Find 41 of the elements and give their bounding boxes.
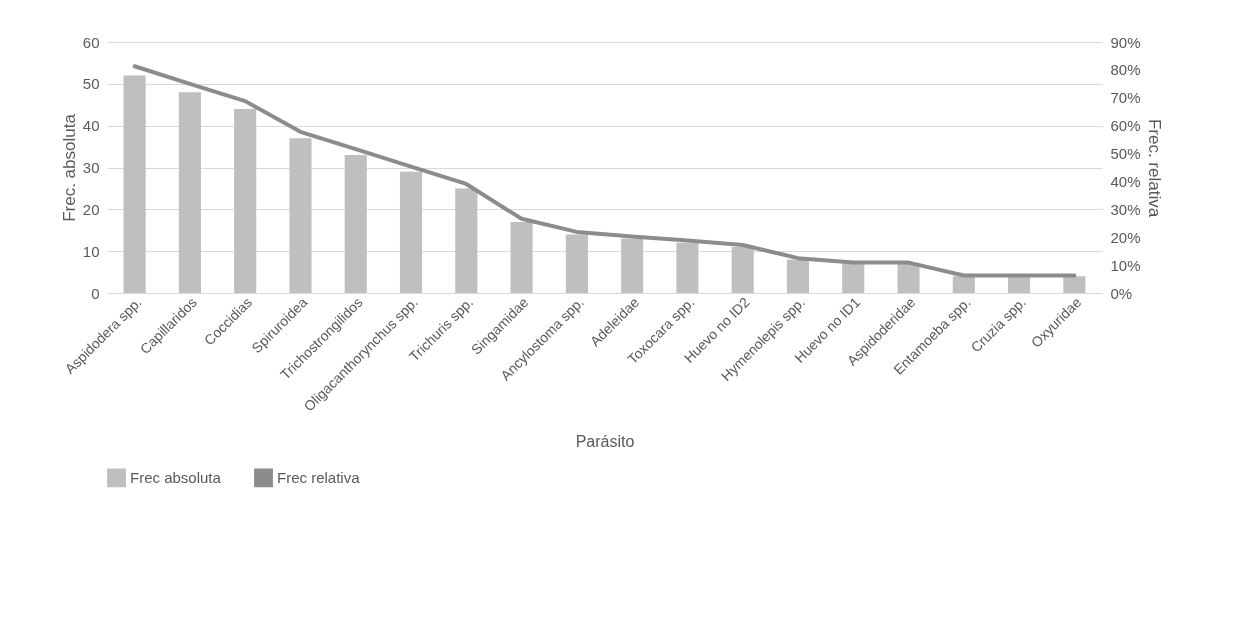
bar (621, 238, 644, 293)
bar (565, 234, 588, 293)
y-tick-label: 10 (82, 242, 100, 260)
x-axis-title: Parásito (575, 433, 635, 451)
y2-tick-label: 90% (1110, 33, 1141, 51)
y2-tick-label: 20% (1110, 228, 1141, 246)
y2-tick-label: 70% (1110, 89, 1141, 107)
y-tick-label: 50 (82, 75, 100, 93)
y-axis-title: Frec. absoluta (59, 113, 79, 222)
y2-tick-label: 40% (1110, 172, 1141, 190)
y2-tick-label: 50% (1110, 145, 1141, 163)
line-series (132, 64, 1077, 278)
y-tick-label: 60 (82, 33, 100, 51)
y-tick-label: 30 (82, 159, 100, 176)
bar (123, 75, 146, 293)
y2-tick-label: 10% (1110, 256, 1141, 274)
bar (234, 108, 257, 293)
bar (731, 246, 754, 293)
y-tick-label: 20 (82, 200, 100, 218)
legend-label: Frec relativa (277, 468, 361, 486)
bar (952, 276, 975, 293)
bar (1008, 276, 1031, 293)
y2-axis-title: Frec. relativa (1144, 118, 1164, 218)
bar (897, 263, 920, 293)
y2-tick-label: 80% (1110, 61, 1141, 79)
bar (178, 92, 201, 293)
bar (510, 221, 533, 293)
y2-tick-label: 60% (1110, 117, 1141, 135)
legend-label: Frec absoluta (130, 468, 222, 486)
bar (676, 242, 699, 293)
y2-tick-label: 30% (1110, 200, 1141, 218)
bar (344, 154, 367, 293)
bar (786, 259, 810, 293)
bar (455, 188, 478, 293)
bar (289, 138, 312, 293)
bar (1063, 276, 1086, 293)
y-tick-label: 0 (91, 284, 100, 302)
bar (399, 171, 423, 293)
y-tick-label: 40 (82, 117, 100, 135)
y2-tick-label: 0% (1110, 284, 1133, 302)
bar (842, 263, 865, 293)
